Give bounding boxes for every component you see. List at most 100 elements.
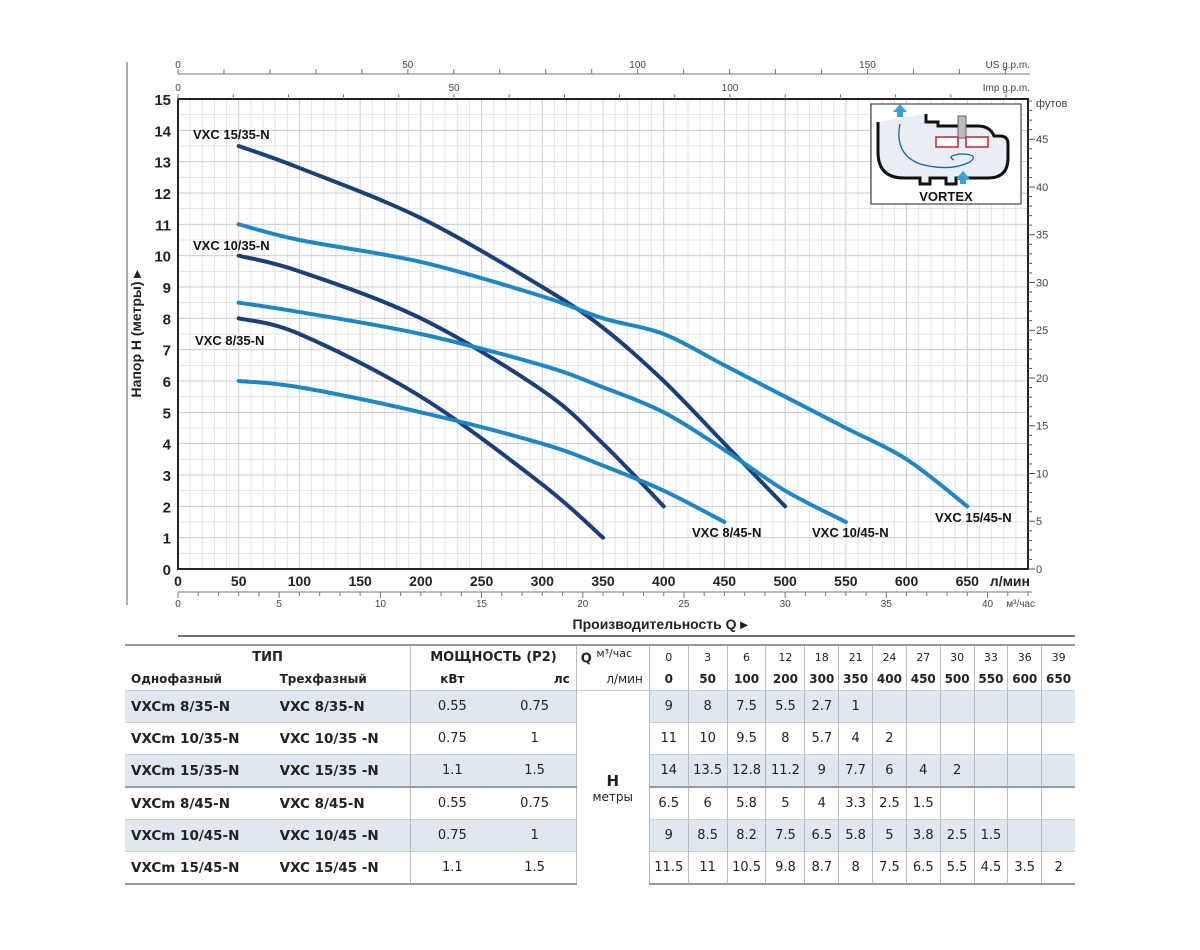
three-phase-model: VXC 15/35 -N [273,754,411,787]
power-hp: 0.75 [493,690,577,723]
power-kw: 0.75 [410,819,494,852]
curve-vxc-10-45-n [236,300,848,524]
head-value [1041,786,1075,820]
feet-unit-label: футов [1036,98,1067,110]
power-hp: 1 [493,722,577,755]
h-unit: метры [592,789,634,804]
shaft-icon [957,115,967,139]
us-gpm-tick-label: 0 [175,60,181,71]
three-phase-model: VXC 8/35-N [273,690,411,723]
single-phase-model: VXCm 15/45-N [125,851,274,885]
feet-tick-label: 35 [1036,230,1048,242]
head-value [1007,819,1042,852]
curve-vxc-15-45-n [236,222,970,509]
x-tick-label: 150 [348,573,372,589]
head-value: 2.5 [872,786,907,820]
feet-tick-label: 45 [1036,134,1048,146]
h-label: H [606,771,620,790]
power-kw: 0.75 [410,722,494,755]
q-lmin-value: 50 [687,668,728,691]
head-value [905,722,941,755]
three-phase-model: VXC 10/35 -N [273,722,411,755]
y-tick-label: 12 [154,186,171,203]
y-tick-label: 1 [163,531,171,548]
x-tick-label: 300 [531,573,555,589]
curve-vxc-8-45-n [236,379,727,524]
head-value: 1 [838,690,873,723]
feet-tick-label: 0 [1036,564,1042,576]
curve-vxc-10-35-n [236,253,666,509]
x-tick-label: 200 [409,573,433,589]
x-tick-label: 400 [652,573,676,589]
head-value [1007,690,1042,723]
y-tick-label: 6 [163,374,171,391]
three-phase-model: VXC 10/45 -N [273,819,411,852]
head-value [973,722,1008,755]
us-gpm-tick-label: 50 [402,60,414,71]
outlet-arrow-icon [893,104,907,117]
head-value: 6.5 [905,851,941,885]
head-value: 2 [939,754,975,787]
head-value: 2.7 [804,690,839,723]
table-row: VXCm 10/45-N VXC 10/45 -N 0.75 1 9 8.5 8.2 7.5 6… [125,819,1075,852]
head-value: 7.5 [726,690,766,723]
us-gpm-tick-label: 150 [859,60,876,71]
single-phase-model: VXCm 8/45-N [125,786,274,820]
q-m3h-value: 36 [1007,644,1042,668]
y-tick-label: 11 [155,217,171,234]
q-unit-m3: м³/час [596,647,633,661]
imp-gpm-tick-label: 0 [175,83,181,94]
table-row: VXCm 15/35-N VXC 15/35 -N 1.1 1.5 14 13.5 12.8… [125,754,1075,787]
head-value: 7.5 [765,819,805,852]
head-value: 8 [765,722,805,755]
head-value: 14 [648,754,689,787]
power-header: МОЩНОСТЬ (P2) [410,644,577,668]
q-lmin-value: 650 [1041,668,1075,691]
power-kw: 1.1 [410,851,494,885]
q-m3h-value: 24 [872,644,907,668]
q-lmin-value: 100 [726,668,766,691]
m3h-tick-label: 15 [476,599,488,610]
series-label: VXC 15/45-N [935,510,1012,525]
y-tick-label: 14 [154,123,171,140]
q-m3h-value: 0 [648,644,689,668]
y-tick-label: 7 [163,343,171,360]
x-unit-label: л/мин [990,573,1030,589]
head-value: 6 [872,754,907,787]
x-tick-label: 250 [470,573,494,589]
head-value: 4.5 [973,851,1008,885]
head-value: 11.2 [765,754,805,787]
x-tick-label: 350 [591,573,615,589]
three-phase-model: VXC 8/45-N [273,786,411,820]
y-tick-label: 0 [163,562,171,579]
head-value: 3.8 [905,819,941,852]
x-tick-label: 500 [773,573,797,589]
head-value: 9 [804,754,839,787]
head-value [939,722,975,755]
head-value [1041,690,1075,723]
head-value: 7.7 [838,754,873,787]
head-value: 9 [648,690,689,723]
x-tick-label: 650 [956,573,980,589]
head-value: 1.5 [973,819,1008,852]
y-tick-label: 8 [163,311,171,328]
series-label: VXC 8/45-N [692,525,761,540]
feet-tick-label: 15 [1036,421,1048,433]
series-label: VXC 10/45-N [812,525,889,540]
m3h-tick-label: 5 [276,599,282,610]
q-m3h-value: 12 [765,644,805,668]
head-value: 9.8 [765,851,805,885]
single-phase-model: VXCm 8/35-N [125,690,274,723]
x-tick-label: 0 [174,573,182,589]
hp-header: лс [553,672,570,686]
head-value: 6 [687,786,728,820]
head-value [973,754,1008,787]
vortex-inset: VORTEX [870,103,1022,205]
q-lmin-value: 500 [939,668,975,691]
head-value [905,690,941,723]
m3h-tick-label: 35 [881,599,893,610]
type-header: ТИП [125,644,411,668]
